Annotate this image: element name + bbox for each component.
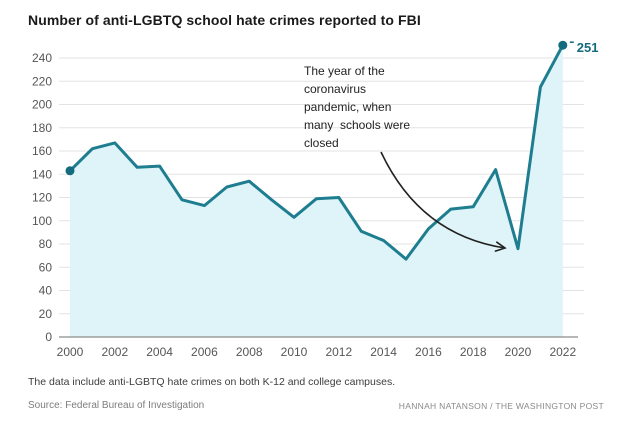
end-value-label: 251 xyxy=(577,40,599,55)
annotation-line: pandemic, when xyxy=(304,100,392,114)
annotation-arrow xyxy=(380,151,506,249)
y-axis-tick-label: 140 xyxy=(32,167,52,181)
annotation-line: The year of the xyxy=(304,64,385,78)
trend-line xyxy=(68,43,565,261)
end-point-dot xyxy=(558,40,568,50)
y-axis-tick-label: 100 xyxy=(32,214,52,228)
x-axis-tick-label: 2012 xyxy=(325,345,352,359)
y-axis-tick-label: 20 xyxy=(39,307,53,321)
source: Source: Federal Bureau of Investigation xyxy=(28,400,205,411)
x-axis-tick-label: 2018 xyxy=(460,345,487,359)
y-axis-tick-label: 160 xyxy=(32,144,52,158)
annotation-text: The year of the coronavirus pandemic, wh… xyxy=(304,62,454,152)
credit: HANNAH NATANSON / THE WASHINGTON POST xyxy=(398,401,604,411)
x-axis-tick-label: 2004 xyxy=(146,345,173,359)
start-point-dot xyxy=(65,166,75,176)
x-axis-tick-label: 2008 xyxy=(236,345,263,359)
line-chart: 0 20 40 60 80 100 120 140 160 180 200 220 240 2000 200… xyxy=(32,40,599,359)
x-axis-tick-label: 2020 xyxy=(505,345,532,359)
annotation-arrow-head xyxy=(494,241,507,252)
y-axis-tick-label: 40 xyxy=(39,284,53,298)
annotation-line: many schools were xyxy=(304,118,411,132)
y-axis-tick-label: 80 xyxy=(39,237,53,251)
annotation-line: coronavirus xyxy=(304,82,367,96)
y-axis-tick-label: 200 xyxy=(32,98,52,112)
x-axis-tick-label: 2006 xyxy=(191,345,218,359)
y-axis-tick-label: 0 xyxy=(45,330,52,344)
x-axis-tick-label: 2000 xyxy=(57,345,84,359)
y-axis-tick-label: 60 xyxy=(39,260,53,274)
annotation-line: closed xyxy=(304,136,339,150)
x-axis-tick-label: 2014 xyxy=(370,345,397,359)
y-axis-tick-label: 220 xyxy=(32,74,52,88)
y-axis-tick-label: 180 xyxy=(32,121,52,135)
x-axis-tick-label: 2022 xyxy=(549,345,576,359)
footnote: The data include anti-LGBTQ hate crimes … xyxy=(28,376,396,388)
x-axis-tick-label: 2002 xyxy=(101,345,128,359)
x-axis-tick-label: 2010 xyxy=(281,345,308,359)
x-axis-tick-label: 2016 xyxy=(415,345,442,359)
y-axis-tick-label: 120 xyxy=(32,191,52,205)
area-fill xyxy=(70,45,563,337)
chart-title: Number of anti-LGBTQ school hate crimes … xyxy=(28,12,421,28)
y-axis-tick-label: 240 xyxy=(32,51,52,65)
